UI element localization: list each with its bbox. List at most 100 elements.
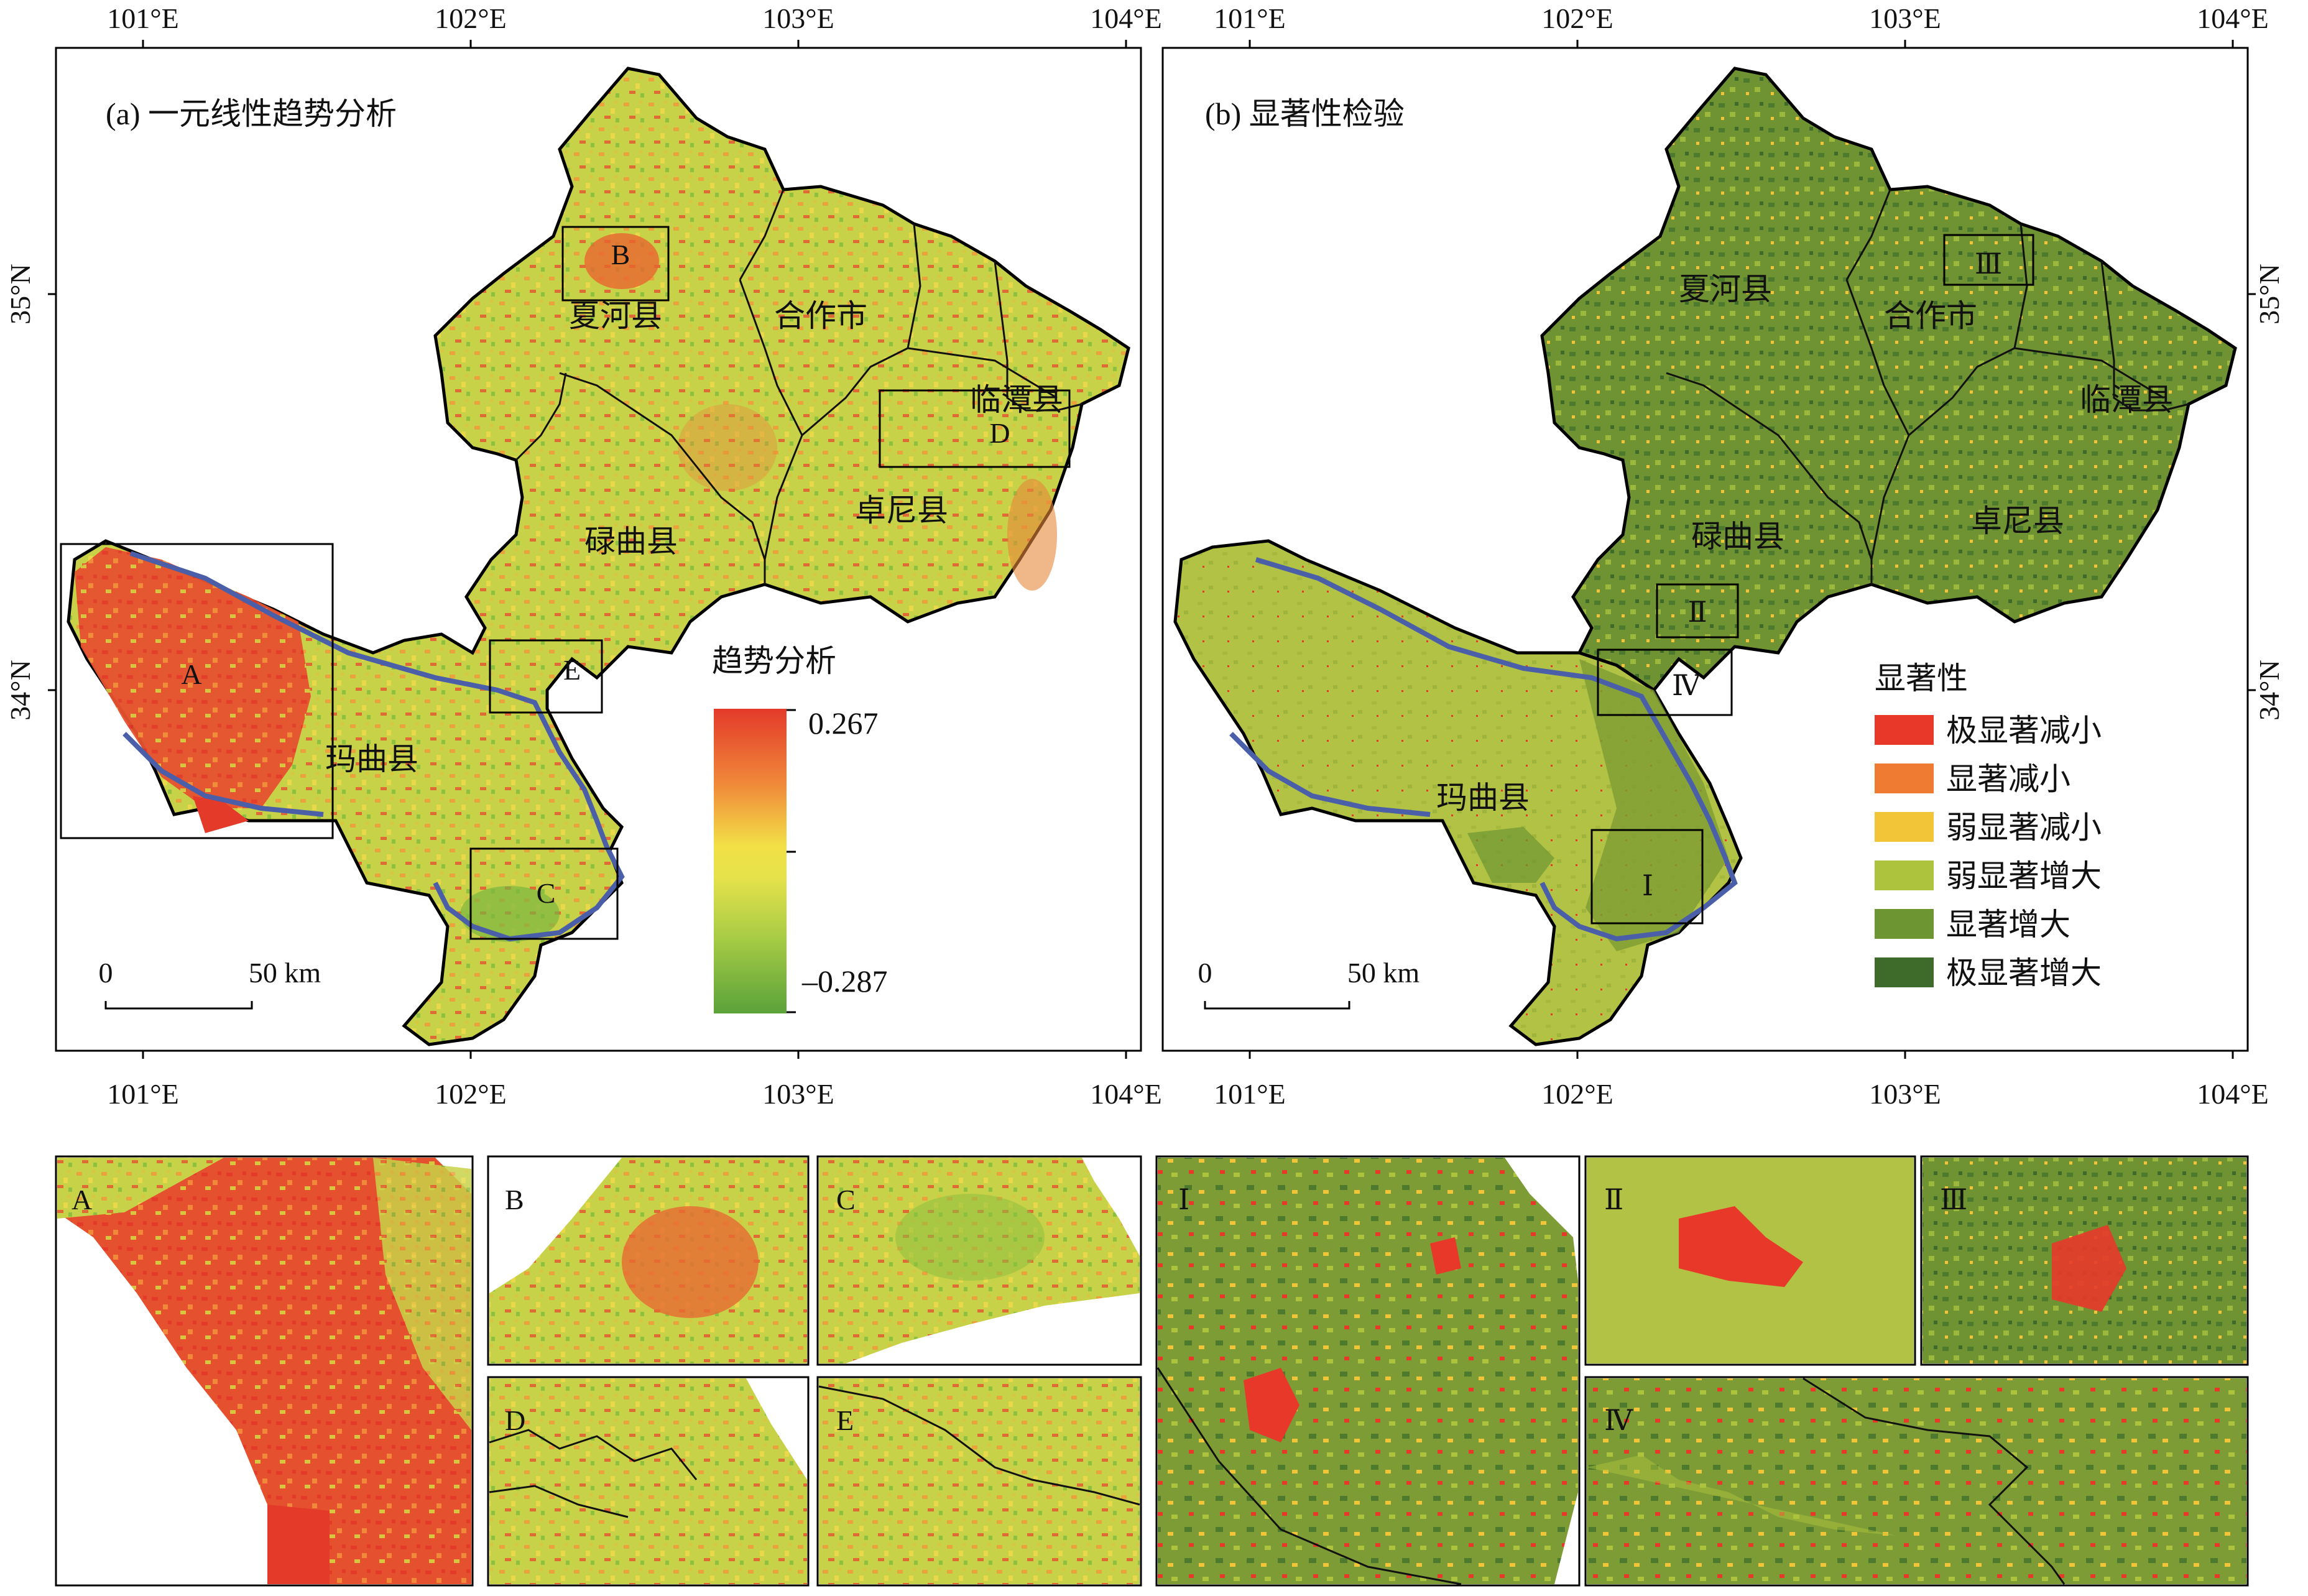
legend-label-3: 弱显著增大 <box>1946 859 2102 893</box>
county-zhuoni-b: 卓尼县 <box>1971 504 2064 538</box>
map-b-lat-35: 35°N <box>2253 264 2285 325</box>
inset-a: A <box>55 1155 474 1587</box>
map-a-lon-top-101: 101°E <box>107 2 179 34</box>
inset-a-label: A <box>72 1184 92 1215</box>
map-a-lon-bottom-103: 103°E <box>762 1078 834 1110</box>
map-a-lat-35: 35°N <box>4 264 36 325</box>
legend-swatch-4 <box>1875 909 1934 939</box>
map-b-scale-zero: 0 <box>1198 957 1212 989</box>
map-a-lon-bottom-101: 101°E <box>107 1078 179 1110</box>
zoom-box-2 <box>1656 583 1739 639</box>
map-b-zoom-labels: Ⅰ Ⅱ Ⅲ Ⅳ <box>1642 248 2002 902</box>
inset-c-label: C <box>836 1184 856 1215</box>
legend-swatch-3 <box>1875 860 1934 890</box>
zoom-box-c <box>469 847 619 940</box>
zoom-label-1: Ⅰ <box>1642 870 1653 902</box>
map-a-scale-bar: 0 50 km <box>99 957 321 1010</box>
map-b-scale-label: 50 km <box>1347 957 1420 989</box>
county-lintan-b: 临潭县 <box>2080 382 2173 417</box>
map-a-legend: 趋势分析 0.267 –0.287 <box>712 643 888 1013</box>
map-a-ticks <box>48 40 1127 1059</box>
inset-b-label: B <box>505 1184 524 1215</box>
map-a-lon-bottom-102: 102°E <box>435 1078 507 1110</box>
map-b-lat-34: 34°N <box>2253 660 2285 721</box>
county-maqu: 玛曲县 <box>325 742 418 777</box>
map-b-legend-title: 显著性 <box>1875 661 1968 696</box>
map-b-scale-bar: 0 50 km <box>1198 957 1420 1010</box>
legend-swatch-0 <box>1875 715 1934 745</box>
county-xiahe-b: 夏河县 <box>1679 272 1772 307</box>
county-hezuo: 合作市 <box>774 298 867 333</box>
county-maqu-b: 玛曲县 <box>1436 780 1530 815</box>
map-b-lon-top-102: 102°E <box>1541 2 1613 34</box>
inset-2-label: Ⅱ <box>1604 1184 1623 1215</box>
map-b-lon-top-104: 104°E <box>2197 2 2269 34</box>
map-a-legend-colorbar <box>714 709 787 1013</box>
inset-c: C <box>816 1155 1142 1366</box>
map-a-lat-34: 34°N <box>4 660 36 721</box>
zoom-box-e <box>489 639 603 714</box>
map-a-county-lines <box>515 189 1082 584</box>
zoom-label-b: B <box>611 239 630 270</box>
map-b-zoom-boxes <box>1590 234 2034 925</box>
map-b-lon-bottom-102: 102°E <box>1541 1078 1613 1110</box>
inset-3-label: Ⅲ <box>1940 1184 1967 1215</box>
map-b-lon-top-101: 101°E <box>1214 2 1286 34</box>
legend-label-0: 极显著减小 <box>1946 713 2102 748</box>
county-luqu-b: 碌曲县 <box>1691 519 1784 554</box>
inset-1-label: Ⅰ <box>1178 1184 1189 1215</box>
county-xiahe: 夏河县 <box>569 298 662 333</box>
map-a-lon-top-104: 104°E <box>1090 2 1162 34</box>
map-a-scale-zero: 0 <box>99 957 113 989</box>
zoom-label-d: D <box>989 417 1010 449</box>
county-lintan: 临潭县 <box>970 382 1063 417</box>
map-b-dark-patch-1 <box>1579 659 1729 951</box>
legend-swatch-1 <box>1875 763 1934 793</box>
county-zhuoni: 卓尼县 <box>855 493 948 528</box>
zoom-label-4: Ⅳ <box>1672 670 1701 701</box>
map-b-lon-bottom-104: 104°E <box>2197 1078 2269 1110</box>
map-a-legend-title: 趋势分析 <box>712 643 836 678</box>
map-a-legend-max: 0.267 <box>808 706 879 740</box>
zoom-label-3: Ⅲ <box>1975 248 2002 280</box>
map-a-lon-bottom-104: 104°E <box>1090 1078 1162 1110</box>
map-a-zoom-boxes <box>60 226 1071 940</box>
zoom-box-a <box>60 543 334 839</box>
map-b-panel: Ⅰ Ⅱ Ⅲ Ⅳ 夏河县 合作市 临潭县 卓尼县 碌曲县 玛曲县 (b) 显著性检… <box>1161 2 2285 1110</box>
inset-4: Ⅳ <box>1584 1376 2249 1587</box>
county-hezuo-b: 合作市 <box>1884 298 1977 333</box>
zoom-box-d <box>879 389 1071 468</box>
map-a-county-names: 夏河县 合作市 临潭县 卓尼县 碌曲县 玛曲县 <box>325 298 1063 777</box>
zoom-label-e: E <box>563 654 581 686</box>
zoom-label-a: A <box>181 658 201 690</box>
map-a-lon-top-103: 103°E <box>762 2 834 34</box>
map-a-warm-patch-1 <box>1007 479 1057 591</box>
county-luqu: 碌曲县 <box>584 524 678 559</box>
inset-3: Ⅲ <box>1920 1155 2249 1366</box>
inset-d: D <box>487 1376 810 1587</box>
map-b-yellow-river <box>1229 557 1738 942</box>
map-a-title: (a) 一元线性趋势分析 <box>106 96 397 131</box>
legend-label-1: 显著减小 <box>1946 762 2070 796</box>
insets-row: A B C D E <box>55 1155 2249 1587</box>
map-a-hotspot-a-tip <box>193 796 249 833</box>
map-a-panel: A B C D E 夏河县 合作市 临潭县 卓尼县 碌曲县 玛曲县 (a) 一元… <box>4 2 1162 1110</box>
inset-e: E <box>816 1376 1142 1587</box>
map-b-lon-bottom-103: 103°E <box>1869 1078 1941 1110</box>
map-a-scale-label: 50 km <box>249 957 321 989</box>
legend-label-4: 显著增大 <box>1946 907 2070 942</box>
map-b-title: (b) 显著性检验 <box>1205 96 1405 131</box>
legend-swatch-5 <box>1875 957 1934 987</box>
zoom-label-2: Ⅱ <box>1687 596 1707 628</box>
map-a-legend-min: –0.287 <box>801 964 888 999</box>
map-b-study-area-north <box>1540 67 2237 693</box>
inset-d-label: D <box>505 1405 525 1436</box>
map-a-lon-top-102: 102°E <box>435 2 507 34</box>
legend-swatch-2 <box>1875 812 1934 842</box>
inset-4-label: Ⅳ <box>1604 1405 1633 1436</box>
zoom-label-c: C <box>537 877 556 909</box>
zoom-box-b <box>561 226 670 302</box>
map-b-lon-bottom-101: 101°E <box>1214 1078 1286 1110</box>
